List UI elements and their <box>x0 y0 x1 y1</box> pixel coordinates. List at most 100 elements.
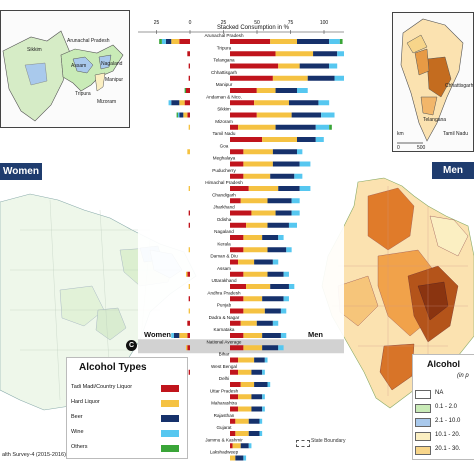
bar-men-0 <box>230 357 239 363</box>
bar-men-2 <box>291 112 322 118</box>
bar-men-2 <box>270 173 295 179</box>
bar-men-1 <box>278 63 300 69</box>
bar-women-1 <box>188 247 190 253</box>
bar-women-1 <box>185 271 188 277</box>
category-label: Arunachal Pradesh <box>204 33 244 38</box>
bar-men-3 <box>267 382 271 387</box>
bar-men-1 <box>275 51 314 57</box>
top-axis-ticks: 25 0 25 50 75 100 <box>154 20 328 34</box>
bar-men-0 <box>230 75 273 81</box>
bar-men-3 <box>283 296 289 302</box>
bar-men-0 <box>230 63 279 69</box>
bar-women-0 <box>184 100 190 106</box>
bar-men-3 <box>329 63 338 69</box>
bar-men-2 <box>267 198 292 204</box>
legend-label-hard: Hard Liquor <box>71 399 100 405</box>
category-label: Himachal Pradesh <box>205 180 243 185</box>
bar-men-3 <box>288 222 297 228</box>
men-legend-row-2: 2.1 - 10.0 <box>415 417 474 429</box>
bar-men-1 <box>238 259 255 265</box>
bar-men-2 <box>270 284 289 289</box>
men-legend-label-2: 2.1 - 10.0 <box>435 418 461 424</box>
bar-men-3 <box>286 247 292 253</box>
bar-men-3 <box>315 124 330 130</box>
south-inset-svg <box>397 18 464 144</box>
bar-men-3 <box>262 369 265 375</box>
bar-women-1 <box>187 149 190 155</box>
bar-women-1 <box>188 308 190 314</box>
bar-men-1 <box>256 88 276 93</box>
bar-men-3 <box>318 100 330 106</box>
bar-men-0 <box>230 235 244 240</box>
axis-tick-label: 25 <box>154 20 160 26</box>
inset-label-assam: Assam <box>71 63 87 69</box>
legend-row-tadi: Tadi Madi/Country Liquor <box>67 384 187 394</box>
category-label: Telangana <box>213 58 235 63</box>
bar-men-0 <box>230 88 257 93</box>
category-label: Lakshadweep <box>210 450 239 455</box>
bar-men-1 <box>238 357 255 363</box>
category-label: Sikkim <box>217 107 231 112</box>
bar-men-2 <box>256 320 273 326</box>
bar-men-3 <box>272 320 279 326</box>
bar-women-1 <box>188 186 190 191</box>
category-label: Daman & Diu <box>210 254 238 259</box>
bar-men-0 <box>230 320 241 326</box>
category-label: Uttarakhand <box>211 278 236 283</box>
bar-women-0 <box>188 296 190 302</box>
alcohol-types-legend: Alcohol Types Tadi Madi/Country Liquor H… <box>66 357 188 459</box>
bar-men-1 <box>270 39 297 44</box>
men-alcohol-legend: Alcohol (in p NA 0.1 - 2.0 2.1 - 10.0 10… <box>412 354 474 460</box>
bar-women-0 <box>187 112 190 118</box>
inset-label-nagaland: Nagaland <box>101 61 123 67</box>
bar-men-0 <box>230 173 244 179</box>
bar-men-0 <box>230 247 244 253</box>
state-boundary-key <box>296 440 310 447</box>
bar-men-0 <box>230 296 244 302</box>
category-label: Mizoram <box>215 119 233 124</box>
bar-men-3 <box>259 418 263 424</box>
bar-men-0 <box>230 137 263 142</box>
category-label: Andaman & Nico. <box>206 94 242 99</box>
bar-men-2 <box>254 259 273 265</box>
bar-men-1 <box>232 443 241 449</box>
bar-women-1 <box>183 112 188 118</box>
bar-men-3 <box>297 149 303 155</box>
category-label: Delhi <box>219 376 229 381</box>
category-label: Karnataka <box>214 327 235 332</box>
bar-men-2 <box>297 137 316 142</box>
bar-men-1 <box>262 137 297 142</box>
category-label: Chandigarh <box>212 192 236 197</box>
bar-women-1 <box>185 345 188 351</box>
bar-men-1 <box>243 308 265 314</box>
category-label: National Average <box>207 339 242 344</box>
bar-men-0 <box>230 431 236 436</box>
bar-men-0 <box>230 345 244 351</box>
bar-men-0 <box>230 186 249 191</box>
bar-men-3 <box>288 284 295 289</box>
bar-men-2 <box>262 333 281 338</box>
bar-men-2 <box>240 443 249 449</box>
bar-men-0 <box>230 271 244 277</box>
bar-men-1 <box>254 100 289 106</box>
bar-women-0 <box>188 75 190 81</box>
men-legend-subtitle: (in p <box>457 373 469 379</box>
category-label: Nagaland <box>214 229 234 234</box>
category-label: Meghalaya <box>213 156 236 161</box>
inset-scale-tick-500: 500 <box>417 145 426 151</box>
category-label: Jammu & Kashmir <box>205 437 243 442</box>
legend-swatch-wine <box>161 430 179 437</box>
bar-men-1 <box>243 161 273 167</box>
bar-men-3 <box>334 75 346 81</box>
bar-men-3 <box>243 455 247 461</box>
men-legend-row-4: 20.1 - 30. <box>415 445 474 457</box>
category-label: Manipur <box>216 82 233 87</box>
chart-rows: Arunachal Pradesh Tripura Telangana Chhatti… <box>138 33 346 461</box>
alcohol-types-legend-title: Alcohol Types <box>79 362 147 373</box>
category-label: Andhra Pradesh <box>207 290 241 295</box>
bar-men-3 <box>321 112 335 118</box>
bar-women-0 <box>179 39 190 44</box>
bar-women-3 <box>171 333 174 338</box>
inset-label-tripura: Tripura <box>75 91 91 97</box>
bar-men-2 <box>267 271 284 277</box>
